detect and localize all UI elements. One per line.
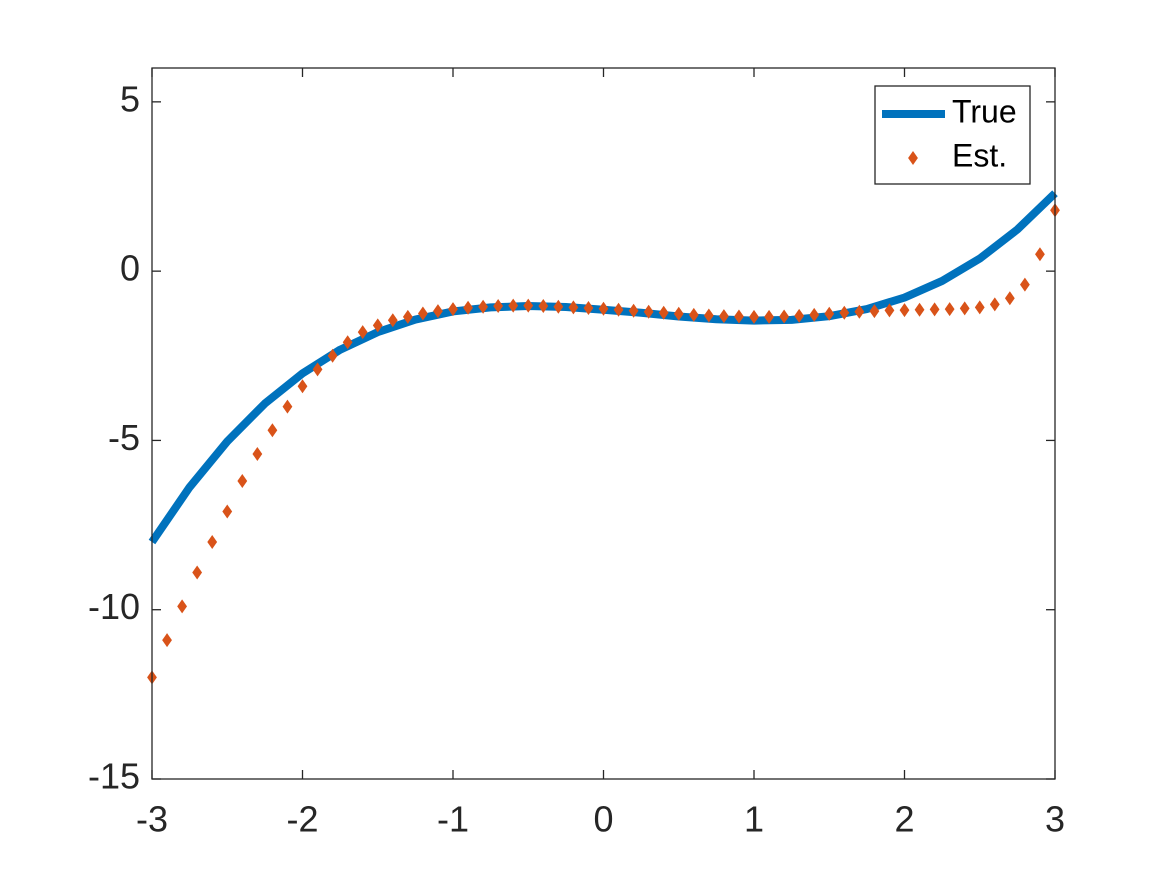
x-tick-label: 3 (1045, 799, 1065, 840)
est-marker (387, 313, 398, 328)
legend: True Est. (874, 85, 1031, 185)
est-marker (402, 309, 413, 324)
est-marker (372, 318, 383, 333)
est-marker (794, 308, 805, 323)
plot-area (152, 68, 1055, 779)
est-marker (929, 302, 940, 317)
est-marker (884, 303, 895, 318)
est-marker (523, 298, 534, 313)
est-marker (749, 309, 759, 324)
y-tick-label: 5 (120, 78, 140, 119)
est-marker (673, 306, 684, 321)
legend-marker (908, 151, 918, 165)
est-marker (719, 309, 729, 324)
est-marker (282, 399, 293, 414)
est-marker (418, 306, 428, 321)
est-marker (959, 301, 970, 316)
est-marker (598, 301, 609, 316)
est-marker (327, 348, 338, 363)
est-marker (643, 304, 654, 319)
marks (147, 190, 1060, 685)
est-marker (824, 306, 835, 321)
y-tick-label: -5 (108, 417, 140, 458)
est-marker (583, 301, 594, 316)
est-marker (192, 565, 203, 580)
est-marker (493, 299, 504, 314)
y-tick-label: -10 (88, 586, 140, 627)
est-marker (779, 309, 789, 324)
est-marker (1020, 277, 1030, 292)
est-marker (267, 423, 278, 438)
est-marker (869, 304, 880, 319)
est-marker (914, 302, 925, 317)
y-tick-label: -15 (88, 756, 140, 797)
est-marker (463, 300, 473, 315)
est-marker (162, 633, 172, 648)
est-marker (703, 308, 714, 323)
est-marker (734, 309, 744, 324)
est-marker (357, 325, 368, 340)
est-marker (568, 300, 579, 315)
est-marker (433, 304, 443, 319)
est-marker (448, 302, 458, 317)
ticks: -3 -2 -1 0 1 2 3-15-10-505 (88, 68, 1065, 840)
est-marker (809, 307, 820, 322)
est-marker (297, 379, 308, 394)
est-marker (177, 599, 187, 614)
est-marker (688, 307, 699, 322)
x-tick-label: -2 (286, 799, 318, 840)
x-tick-label: -1 (437, 799, 469, 840)
est-marker (839, 305, 850, 320)
x-tick-label: -3 (136, 799, 168, 840)
legend-label: True (952, 93, 1017, 129)
est-marker (553, 299, 564, 314)
x-tick-label: 0 (593, 799, 613, 840)
est-marker (613, 302, 624, 317)
x-tick-label: 1 (744, 799, 764, 840)
est-marker (1004, 291, 1015, 306)
est-marker (854, 304, 865, 319)
est-marker (1035, 247, 1045, 262)
est-marker (478, 299, 488, 314)
y-tick-label: 0 (120, 248, 140, 289)
legend-box (874, 85, 1031, 185)
est-marker (342, 335, 353, 350)
est-marker (658, 305, 669, 320)
est-marker (252, 446, 263, 461)
x-tick-label: 2 (894, 799, 914, 840)
est-marker (628, 303, 639, 318)
est-marker (899, 303, 910, 318)
est-marker (974, 300, 985, 315)
est-marker (237, 474, 248, 489)
est-marker (508, 298, 519, 313)
est-marker (764, 309, 774, 324)
est-marker (538, 299, 549, 314)
est-marker (989, 297, 1000, 312)
est-marker (207, 535, 218, 549)
legend-label: Est. (952, 137, 1007, 173)
est-marker (944, 302, 955, 317)
est-marker (312, 362, 323, 377)
est-marker (222, 504, 233, 519)
